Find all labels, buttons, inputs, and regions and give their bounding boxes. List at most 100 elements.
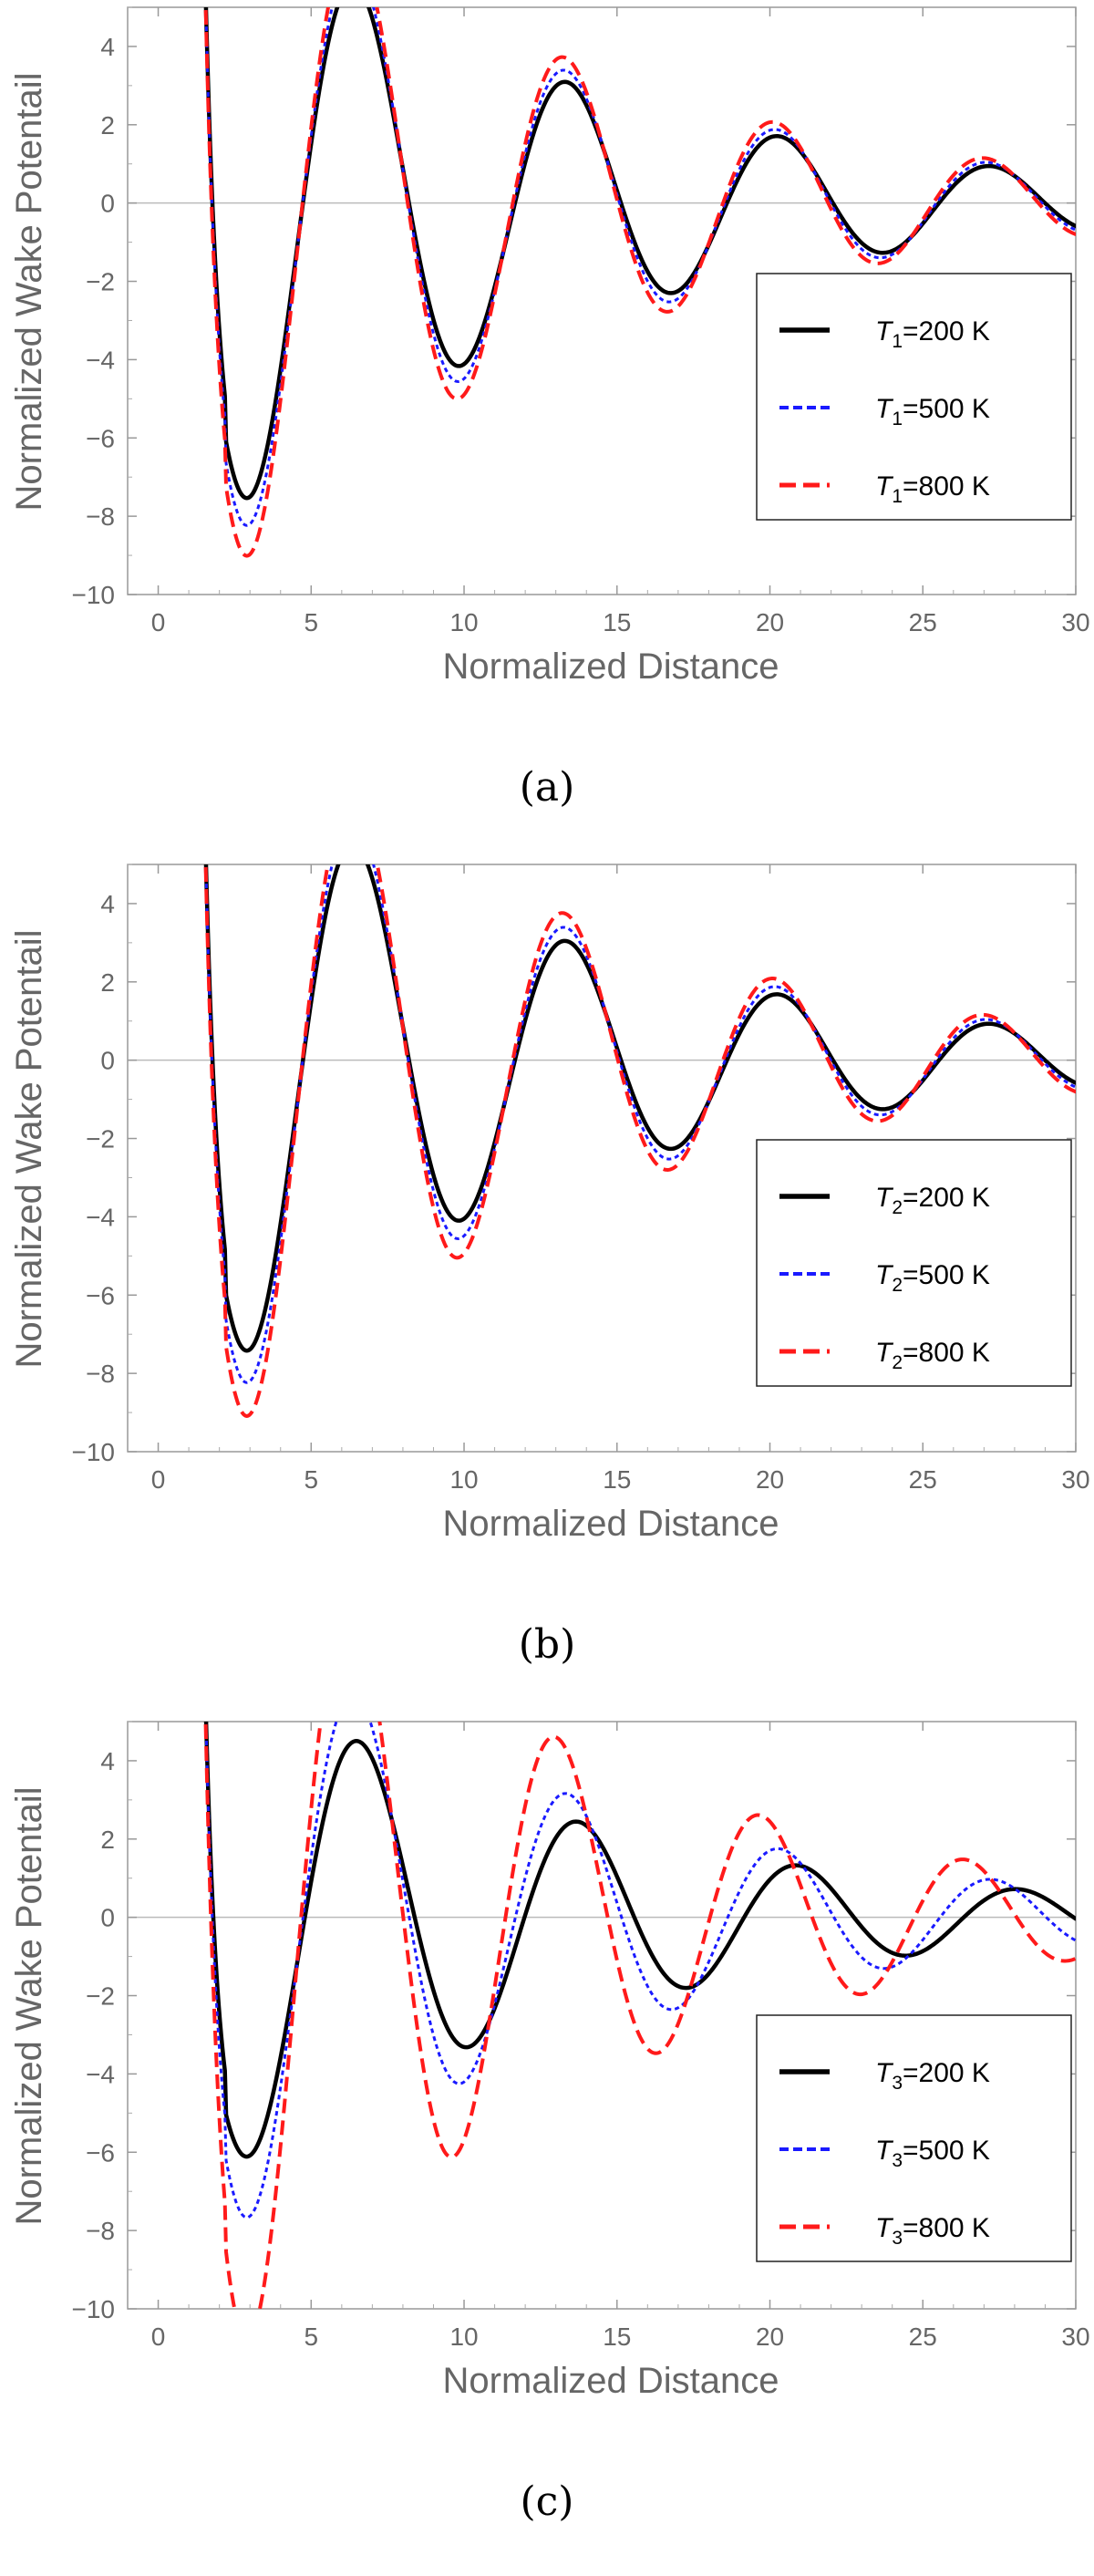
y-tick-label: 2 <box>100 111 115 140</box>
x-tick-label: 30 <box>1061 2323 1089 2351</box>
y-tick-label: 0 <box>100 190 115 218</box>
x-tick-label: 20 <box>756 2323 784 2351</box>
legend-subscript: 3 <box>892 2228 903 2249</box>
y-tick-label: −4 <box>86 346 115 374</box>
y-tick-label: 2 <box>100 1826 115 1854</box>
y-tick-label: 4 <box>100 33 115 61</box>
x-tick-label: 30 <box>1061 608 1089 636</box>
x-tick-label: 25 <box>909 608 937 636</box>
legend-label: T2=800 K <box>875 1338 990 1373</box>
series-line-dotted <box>204 7 1076 527</box>
legend-label: T3=500 K <box>875 2136 990 2171</box>
panel-caption: (c) <box>521 2478 574 2525</box>
legend-value: =500 K <box>903 1260 990 1290</box>
y-tick-label: 4 <box>100 890 115 918</box>
legend-value: =800 K <box>903 2213 990 2243</box>
chart-panel-b: 0 5 10 15 20 25 30 −10 −8 −6 −4 −2 0 2 4 Normalized Dis… <box>0 857 1094 1714</box>
y-tick-label: 0 <box>100 1904 115 1932</box>
x-axis-label: Normalized Distance <box>442 2361 779 2401</box>
series-line-solid <box>203 864 1076 1353</box>
y-tick-label: −2 <box>86 268 115 296</box>
series-line-dashed <box>203 864 1076 1418</box>
y-tick-label: −6 <box>86 424 115 452</box>
y-tick-label: −6 <box>86 1281 115 1309</box>
legend-box <box>756 2014 1072 2262</box>
y-tick-label: 0 <box>100 1047 115 1075</box>
y-tick-label: −10 <box>72 2295 116 2323</box>
plot-frame <box>127 864 1077 1453</box>
y-axis-label: Normalized Wake Potentail <box>9 930 49 1369</box>
legend-label: T2=500 K <box>875 1260 990 1296</box>
legend-value: =500 K <box>903 394 990 424</box>
legend-subscript: 3 <box>892 2073 903 2094</box>
series-group <box>203 1722 1076 2309</box>
series-line-dotted <box>204 864 1076 1384</box>
x-tick-label: 15 <box>603 608 631 636</box>
x-tick-label: 10 <box>449 2323 478 2351</box>
series-group <box>203 864 1076 1418</box>
legend-label: T3=200 K <box>875 2058 990 2094</box>
legend-subscript: 2 <box>892 1352 903 1373</box>
x-tick-label: 30 <box>1061 1465 1089 1494</box>
y-tick-label: 2 <box>100 968 115 997</box>
legend-box <box>756 273 1072 521</box>
x-tick-label: 20 <box>756 608 784 636</box>
legend-subscript: 2 <box>892 1197 903 1218</box>
x-tick-label: 0 <box>151 608 166 636</box>
x-tick-label: 10 <box>449 608 478 636</box>
legend-symbol: T <box>875 471 894 502</box>
y-tick-label: −8 <box>86 502 115 531</box>
legend-value: =200 K <box>903 2058 990 2088</box>
y-tick-label: −2 <box>86 1125 115 1154</box>
x-tick-label: 0 <box>151 1465 166 1494</box>
y-axis-label: Normalized Wake Potentail <box>9 73 49 512</box>
plot-frame <box>127 6 1077 595</box>
legend-value: =200 K <box>903 1183 990 1213</box>
series-line-dashed <box>203 1722 1076 2309</box>
legend-box <box>756 1139 1072 1387</box>
x-tick-label: 15 <box>603 1465 631 1494</box>
legend-subscript: 2 <box>892 1275 903 1296</box>
chart-c: 0 5 10 15 20 25 30 −10 −8 −6 −4 −2 0 2 4 Normalized Dis… <box>9 1721 1090 2525</box>
x-tick-label: 0 <box>151 2323 166 2351</box>
legend-label: T1=500 K <box>875 394 990 429</box>
series-line-solid <box>203 1722 1076 2159</box>
x-tick-label: 5 <box>304 1465 319 1494</box>
legend-subscript: 1 <box>892 331 903 352</box>
legend-value: =200 K <box>903 316 990 347</box>
panel-caption: (b) <box>519 1621 576 1668</box>
legend-subscript: 1 <box>892 486 903 507</box>
series-line-dotted <box>204 1722 1076 2219</box>
y-tick-label: −8 <box>86 2217 115 2245</box>
chart-a: 0 5 10 15 20 25 30 −10 −8 −6 −4 −2 0 2 4 Normalized Dis… <box>9 6 1090 811</box>
legend-symbol: T <box>875 2058 894 2088</box>
legend-symbol: T <box>875 2213 894 2243</box>
chart-b: 0 5 10 15 20 25 30 −10 −8 −6 −4 −2 0 2 4 Normalized Dis… <box>9 864 1090 1668</box>
y-tick-label: 4 <box>100 1747 115 1775</box>
y-tick-label: −8 <box>86 1360 115 1388</box>
panel-caption: (a) <box>520 764 575 811</box>
series-line-solid <box>203 7 1076 501</box>
y-tick-label: −2 <box>86 1982 115 2011</box>
legend-subscript: 1 <box>892 409 903 429</box>
legend-symbol: T <box>875 1260 894 1290</box>
legend-label: T1=200 K <box>875 316 990 352</box>
x-axis-label: Normalized Distance <box>442 647 779 687</box>
x-tick-label: 25 <box>909 1465 937 1494</box>
legend-symbol: T <box>875 316 894 347</box>
legend-symbol: T <box>875 394 894 424</box>
legend-symbol: T <box>875 2136 894 2166</box>
y-tick-label: −10 <box>72 1438 116 1466</box>
x-axis-label: Normalized Distance <box>442 1504 779 1544</box>
legend-value: =800 K <box>903 1338 990 1368</box>
x-tick-label: 25 <box>909 2323 937 2351</box>
legend-symbol: T <box>875 1338 894 1368</box>
x-tick-label: 20 <box>756 1465 784 1494</box>
y-tick-label: −4 <box>86 2060 115 2088</box>
legend-label: T2=200 K <box>875 1183 990 1218</box>
legend-label: T3=800 K <box>875 2213 990 2249</box>
plot-frame <box>127 1721 1077 2310</box>
y-axis-label: Normalized Wake Potentail <box>9 1787 49 2226</box>
x-tick-label: 15 <box>603 2323 631 2351</box>
x-tick-label: 5 <box>304 2323 319 2351</box>
